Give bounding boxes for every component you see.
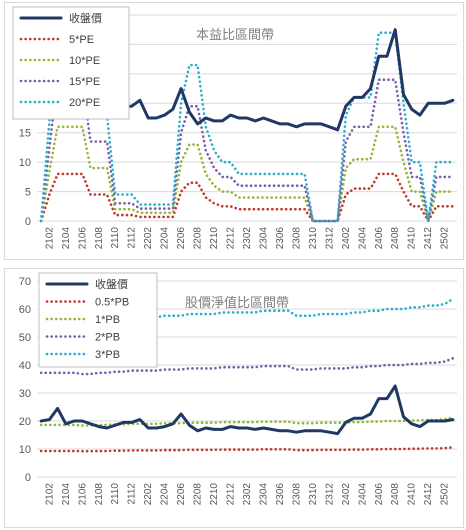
pb-band-chart-svg: 0 10 20 30 40 50 60 70 2102 2104 2106 2108 2110 2112 2… <box>19 272 457 506</box>
pb-y-tick-label: 10 <box>19 444 31 456</box>
pb-y-tick-label: 70 <box>19 276 31 288</box>
pe-legend-box <box>12 6 130 120</box>
pb-x-tick-label: 2412 <box>423 483 434 506</box>
pb-chart-title: 股價淨值比區間帶 <box>185 295 289 311</box>
pb-x-tick-label: 2202 <box>143 483 154 506</box>
pb-legend-label: 0.5*PB <box>95 297 129 309</box>
pe-x-tick-label: 2106 <box>77 227 88 250</box>
pe-legend-label: 15*PE <box>69 76 100 88</box>
pe-x-tick-label: 2208 <box>193 227 204 250</box>
pe-x-tick-label: 2502 <box>440 227 451 250</box>
pe-x-tick-label: 2408 <box>390 227 401 250</box>
pb-x-tick-label: 2406 <box>374 483 385 506</box>
pe-y-tick-label: 0 <box>25 216 31 228</box>
pe-x-tick-label: 2212 <box>226 227 237 250</box>
pe-band-chart-svg: 0510152025303521022104210621082110211222… <box>12 6 457 250</box>
pe-x-tick-label: 2410 <box>407 227 418 250</box>
pb-legend-label: 2*PB <box>95 332 120 344</box>
pb-x-tick-label: 2404 <box>357 483 368 506</box>
pb-x-tick-label: 2308 <box>291 483 302 506</box>
pe-x-tick-label: 2210 <box>209 227 220 250</box>
pb-x-tick-label: 2204 <box>160 483 171 506</box>
pe-series-10pe <box>39 125 455 223</box>
pe-x-tick-label: 2112 <box>127 227 138 249</box>
pb-x-tick-label: 2108 <box>94 483 105 506</box>
pe-x-tick-label: 2312 <box>324 227 335 250</box>
pb-series-series-0 <box>39 384 455 436</box>
pb-x-tick-label: 2112 <box>127 483 138 505</box>
pe-series-5pe <box>39 172 455 223</box>
pe-x-tick-label: 2102 <box>44 227 55 250</box>
pe-x-tick-label: 2104 <box>61 227 72 250</box>
pe-x-tick-label: 2204 <box>160 227 171 250</box>
pb-x-tick-label: 2402 <box>341 483 352 506</box>
pb-x-tick-label: 2410 <box>407 483 418 506</box>
pe-x-tick-label: 2202 <box>143 227 154 250</box>
pb-x-tick-label: 2310 <box>308 483 319 506</box>
pb-x-tick-label: 2302 <box>242 483 253 506</box>
pe-legend-label: 10*PE <box>69 55 100 67</box>
pb-legend-label: 1*PB <box>95 314 120 326</box>
pb-y-tick-label: 30 <box>19 388 31 400</box>
pb-x-tick-label: 2208 <box>193 483 204 506</box>
pe-y-tick-label: 15 <box>19 128 31 140</box>
pb-y-tick-label: 50 <box>19 332 31 344</box>
pe-x-tick-label: 2302 <box>242 227 253 250</box>
pb-x-tick-label: 2102 <box>44 483 55 506</box>
pb-y-tick-label: 0 <box>25 472 31 484</box>
pb-legend-box <box>38 272 158 368</box>
pe-legend-label: 20*PE <box>69 97 100 109</box>
pe-x-tick-label: 2402 <box>341 227 352 250</box>
pe-series-15pe <box>39 78 455 223</box>
pb-series-2pb <box>39 357 455 376</box>
pe-x-tick-label: 2108 <box>94 227 105 250</box>
pb-legend-label: 3*PB <box>95 349 120 361</box>
pb-y-tick-label: 40 <box>19 360 31 372</box>
pb-x-tick-label: 2312 <box>324 483 335 506</box>
pb-x-tick-label: 2502 <box>440 483 451 506</box>
pe-band-chart: 0510152025303521022104210621082110211222… <box>4 2 464 260</box>
pb-x-tick-label: 2210 <box>209 483 220 506</box>
pb-x-tick-label: 2110 <box>110 483 121 505</box>
pb-series-1pb <box>39 416 455 427</box>
pb-series-0_5pb <box>39 446 455 453</box>
pb-y-tick-label: 60 <box>19 304 31 316</box>
pb-x-tick-label: 2106 <box>77 483 88 506</box>
pe-series-20pe <box>39 31 455 223</box>
pb-x-tick-label: 2304 <box>258 483 269 506</box>
pb-x-tick-label: 2408 <box>390 483 401 506</box>
pe-x-tick-label: 2412 <box>423 227 434 250</box>
pb-x-tick-label: 2212 <box>226 483 237 506</box>
pe-x-tick-label: 2404 <box>357 227 368 250</box>
pe-chart-title: 本益比區間帶 <box>196 28 274 43</box>
pb-x-tick-label: 2206 <box>176 483 187 506</box>
pe-legend-label: 5*PE <box>69 34 94 46</box>
pb-x-tick-label: 2306 <box>275 483 286 506</box>
pe-y-tick-label: 10 <box>19 157 31 169</box>
pe-x-tick-label: 2110 <box>110 227 121 249</box>
pb-x-tick-label: 2104 <box>61 483 72 506</box>
pe-x-tick-label: 2304 <box>258 227 269 250</box>
pe-x-tick-label: 2306 <box>275 227 286 250</box>
pe-y-tick-label: 5 <box>25 187 31 199</box>
pe-x-tick-label: 2406 <box>374 227 385 250</box>
pb-band-chart: 0 10 20 30 40 50 60 70 2102 2104 2106 2108 2110 2112 2… <box>4 268 464 528</box>
pb-y-tick-label: 20 <box>19 416 31 428</box>
pe-x-tick-label: 2308 <box>291 227 302 250</box>
pe-x-tick-label: 2310 <box>308 227 319 250</box>
pe-legend-label: 收盤價 <box>69 11 102 25</box>
pe-x-tick-label: 2206 <box>176 227 187 250</box>
pb-legend-label: 收盤價 <box>95 277 128 291</box>
